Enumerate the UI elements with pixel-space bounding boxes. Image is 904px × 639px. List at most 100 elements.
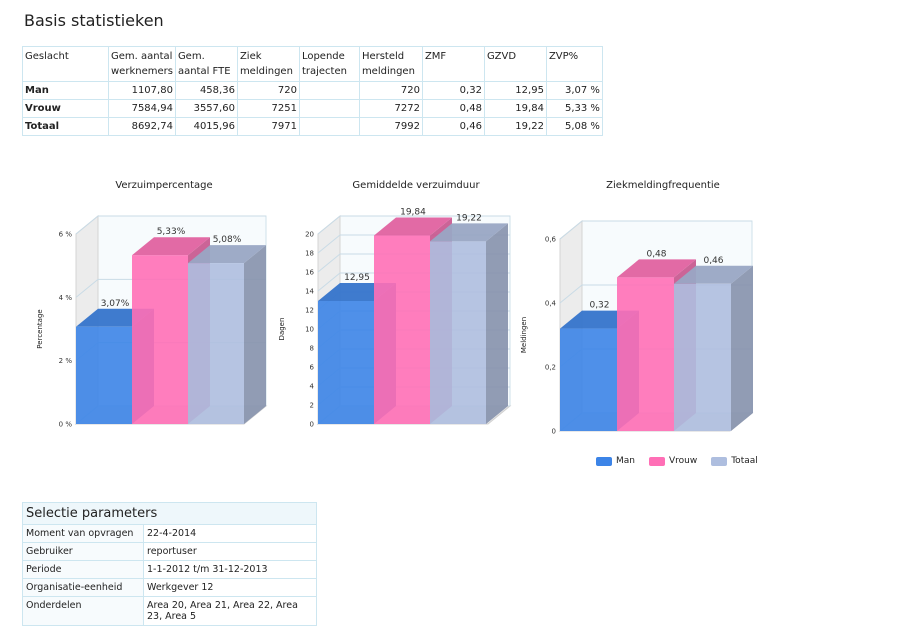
y-tick-label: 10 <box>305 326 314 334</box>
params-row: Gebruiker reportuser <box>22 542 317 561</box>
param-value: reportuser <box>143 542 317 561</box>
stats-table: Geslacht Gem. aantal werknemers Gem. aan… <box>22 46 603 136</box>
chart-title: Verzuimpercentage <box>115 180 212 191</box>
table-cell: 7971 <box>236 117 300 136</box>
bar-totaal <box>430 223 508 424</box>
legend-label: Totaal <box>731 456 758 466</box>
selection-parameters-table: Selectie parameters Moment van opvragen … <box>22 502 317 626</box>
chart-svg: Gemiddelde verzuimduur 0 2 4 6 8 10 12 14 16 18 20 D… <box>278 180 512 429</box>
y-tick-label: 4 <box>310 383 315 391</box>
legend-item-man: Man <box>596 456 635 466</box>
bar-totaal <box>674 265 753 431</box>
bar-top-face <box>188 245 266 264</box>
col-header: Hersteld meldingen <box>358 46 423 82</box>
table-cell: 12,95 <box>483 81 547 100</box>
data-label: 0,48 <box>646 249 666 259</box>
table-cell: Man <box>22 81 109 100</box>
legend-swatch <box>596 456 612 466</box>
table-row: Totaal 8692,74 4015,96 7971 7992 0,46 19… <box>22 117 603 136</box>
bar-side-face <box>731 265 753 431</box>
bar-totaal <box>188 245 266 424</box>
param-value: 1-1-2012 t/m 31-12-2013 <box>143 560 317 579</box>
params-row: Onderdelen Area 20, Area 21, Area 22, Ar… <box>22 596 317 626</box>
legend-item-vrouw: Vrouw <box>648 456 698 466</box>
bar-front-face <box>560 328 617 431</box>
col-header: Gem. aantal FTE <box>174 46 238 82</box>
table-cell: 7251 <box>236 99 300 118</box>
bar-top-face <box>374 217 452 236</box>
table-cell: 720 <box>358 81 423 100</box>
y-tick-label: 0,4 <box>545 300 557 308</box>
table-cell: 1107,80 <box>108 81 176 100</box>
bar-front-face <box>674 283 731 431</box>
table-cell: 4015,96 <box>174 117 238 136</box>
table-cell: 5,33 % <box>545 99 603 118</box>
table-cell: 7992 <box>358 117 423 136</box>
y-tick-label: 6 % <box>59 231 73 239</box>
legend-label: Vrouw <box>668 456 698 466</box>
col-header: Geslacht <box>22 46 109 82</box>
col-header: Lopende trajecten <box>298 46 360 82</box>
col-header: Ziek meldingen <box>236 46 300 82</box>
y-tick-label: 0 <box>552 428 556 436</box>
data-label: 19,84 <box>400 208 426 218</box>
table-cell: 3,07 % <box>545 81 603 100</box>
stats-header-row: Geslacht Gem. aantal werknemers Gem. aan… <box>22 46 603 82</box>
chart-svg: Ziekmeldingfrequentie 0 0,2 0,4 0,6 Meldingen… <box>520 180 754 436</box>
data-label: 5,08% <box>213 235 242 245</box>
bar-front-face <box>188 263 244 424</box>
table-cell: 8692,74 <box>108 117 176 136</box>
bar-side-face <box>244 245 266 424</box>
y-tick-label: 14 <box>305 288 314 296</box>
y-tick-label: 16 <box>305 269 314 277</box>
data-label: 0,32 <box>589 301 609 311</box>
table-cell: 19,22 <box>483 117 547 136</box>
y-tick-label: 20 <box>305 231 314 239</box>
table-row: Man 1107,80 458,36 720 720 0,32 12,95 3,… <box>22 81 603 100</box>
table-cell <box>298 117 360 136</box>
param-value: Werkgever 12 <box>143 578 317 597</box>
chart-svg: Verzuimpercentage 0 % 2 % 4 % 6 % Percentage 3… <box>36 180 268 429</box>
y-tick-label: 0 % <box>59 421 73 429</box>
y-tick-label: 18 <box>305 250 314 258</box>
y-tick-label: 0 <box>310 421 314 429</box>
y-tick-label: 4 % <box>59 294 73 302</box>
y-axis-title: Percentage <box>36 309 44 348</box>
param-value: 22-4-2014 <box>143 524 317 543</box>
legend-swatch <box>648 456 665 466</box>
params-row: Moment van opvragen 22-4-2014 <box>22 524 317 543</box>
col-header: ZMF <box>421 46 485 82</box>
table-cell: 0,48 <box>421 99 485 118</box>
bar-side-face <box>486 223 508 424</box>
gridline <box>559 220 752 240</box>
y-tick-label: 0,2 <box>545 364 556 372</box>
bar-front-face <box>76 326 132 424</box>
chart-verzuimpercentage: Verzuimpercentage 0 % 2 % 4 % 6 % Percentage 3… <box>20 170 280 440</box>
bar-front-face <box>132 255 188 424</box>
table-cell: 5,08 % <box>545 117 603 136</box>
legend-label: Man <box>616 456 635 466</box>
y-tick-label: 0,6 <box>545 236 557 244</box>
legend-swatch <box>711 456 728 466</box>
bar-front-face <box>374 235 430 424</box>
param-key: Gebruiker <box>22 542 144 561</box>
table-cell: Vrouw <box>22 99 109 118</box>
legend-item-totaal: Totaal <box>711 456 758 466</box>
table-cell: Totaal <box>22 117 109 136</box>
params-caption: Selectie parameters <box>22 502 317 525</box>
y-axis-title: Meldingen <box>520 317 528 353</box>
y-tick-label: 6 <box>310 364 315 372</box>
y-tick-label: 12 <box>305 307 314 315</box>
col-header: ZVP% <box>545 46 603 82</box>
y-tick-label: 8 <box>310 345 314 353</box>
data-label: 3,07% <box>101 299 130 309</box>
y-tick-label: 2 % <box>59 357 73 365</box>
table-cell: 0,32 <box>421 81 485 100</box>
param-key: Moment van opvragen <box>22 524 144 543</box>
y-axis-title: Dagen <box>278 318 286 341</box>
table-cell <box>298 99 360 118</box>
data-label: 19,22 <box>456 213 482 223</box>
param-value: Area 20, Area 21, Area 22, Area 23, Area… <box>143 596 317 626</box>
table-cell: 0,46 <box>421 117 485 136</box>
bar-top-face <box>674 265 753 284</box>
